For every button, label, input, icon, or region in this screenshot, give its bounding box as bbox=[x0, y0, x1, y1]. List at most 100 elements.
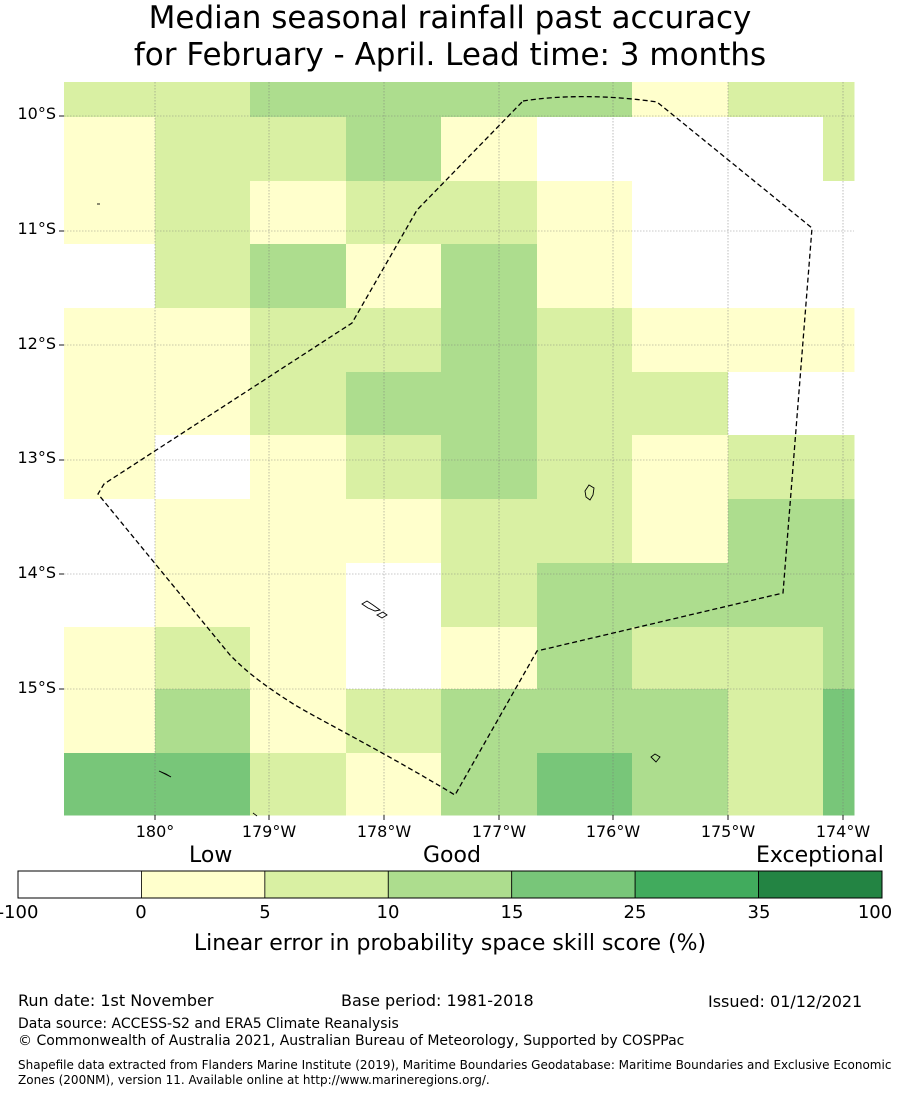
skill-cell bbox=[632, 181, 729, 245]
colorbar-tick-label: 25 bbox=[623, 902, 647, 923]
skill-cell bbox=[728, 181, 824, 245]
run-date: Run date: 1st November bbox=[18, 991, 214, 1010]
skill-cell bbox=[632, 435, 729, 500]
axis-ticks bbox=[59, 115, 844, 820]
skill-cell bbox=[346, 435, 442, 500]
skill-cell bbox=[632, 82, 729, 118]
colorbar-tick-label: 100 bbox=[857, 902, 893, 923]
colorbar bbox=[17, 870, 883, 899]
lat-label: 15°S bbox=[17, 678, 56, 697]
skill-cell bbox=[537, 435, 633, 500]
skill-cell bbox=[441, 435, 538, 500]
skill-cell bbox=[250, 181, 347, 245]
island-outline bbox=[252, 812, 258, 817]
lon-label: 176°W bbox=[585, 822, 641, 841]
skill-cell bbox=[155, 499, 251, 564]
skill-cell bbox=[728, 499, 824, 564]
colorbar-category-exceptional: Exceptional bbox=[756, 843, 884, 868]
skill-cell bbox=[64, 244, 156, 309]
skill-cell bbox=[346, 499, 442, 564]
skill-cell bbox=[64, 308, 156, 373]
lat-label: 12°S bbox=[17, 334, 56, 353]
skill-cell bbox=[728, 372, 824, 436]
skill-cell bbox=[64, 435, 156, 500]
colorbar-segment bbox=[387, 870, 513, 899]
colorbar-segment bbox=[634, 870, 759, 899]
skill-cell bbox=[155, 563, 251, 628]
skill-cell bbox=[823, 181, 855, 245]
colorbar-tick-label: 10 bbox=[376, 902, 400, 923]
colorbar-segment bbox=[141, 870, 266, 899]
skill-cell bbox=[441, 499, 538, 564]
issued-date: Issued: 01/12/2021 bbox=[708, 992, 863, 1011]
skill-cell bbox=[155, 372, 251, 436]
skill-cell bbox=[728, 435, 824, 500]
base-period: Base period: 1981-2018 bbox=[341, 991, 534, 1010]
skill-cell bbox=[346, 753, 442, 816]
skill-cell bbox=[632, 499, 729, 564]
skill-cell bbox=[250, 372, 347, 436]
data-source: Data source: ACCESS-S2 and ERA5 Climate … bbox=[18, 1016, 399, 1032]
lon-label: 175°W bbox=[700, 822, 756, 841]
graticule bbox=[64, 82, 854, 815]
lon-label: 180° bbox=[135, 822, 175, 841]
skill-cell bbox=[250, 435, 347, 500]
skill-cell bbox=[155, 435, 251, 500]
skill-cell bbox=[632, 372, 729, 436]
skill-cell bbox=[155, 753, 251, 816]
colorbar-outline bbox=[17, 870, 883, 899]
map-title-line1: Median seasonal rainfall past accuracy bbox=[148, 0, 752, 36]
skill-cell bbox=[728, 244, 824, 309]
island-outline bbox=[650, 753, 661, 763]
skill-cell bbox=[441, 753, 538, 816]
colorbar-tick-label: 5 bbox=[259, 902, 271, 923]
skill-cell bbox=[441, 181, 538, 245]
skill-cell bbox=[64, 82, 156, 118]
skill-cell bbox=[632, 753, 729, 816]
skill-cell bbox=[64, 563, 156, 628]
colorbar-axis-label: Linear error in probability space skill … bbox=[193, 931, 707, 956]
colorbar-segment bbox=[17, 870, 142, 899]
skill-grid-cells bbox=[64, 82, 855, 816]
skill-cell bbox=[346, 372, 442, 436]
skill-cell bbox=[728, 117, 824, 182]
lon-label: 178°W bbox=[356, 822, 412, 841]
skill-cell bbox=[441, 372, 538, 436]
skill-cell bbox=[346, 181, 442, 245]
skill-cell bbox=[632, 244, 729, 309]
skill-cell bbox=[64, 372, 156, 436]
skill-cell bbox=[250, 753, 347, 816]
eez-boundary bbox=[97, 95, 813, 796]
skill-cell bbox=[64, 181, 156, 245]
skill-cell bbox=[537, 563, 633, 628]
skill-cell bbox=[441, 117, 538, 182]
skill-cell bbox=[728, 627, 824, 690]
skill-cell bbox=[728, 753, 824, 816]
skill-cell bbox=[64, 627, 156, 690]
skill-cell bbox=[155, 627, 251, 690]
skill-cell bbox=[728, 689, 824, 754]
skill-cell bbox=[346, 117, 442, 182]
skill-cell bbox=[250, 82, 347, 118]
lon-label: 174°W bbox=[815, 822, 871, 841]
skill-cell bbox=[250, 563, 347, 628]
skill-cell bbox=[823, 563, 855, 628]
colorbar-category-good: Good bbox=[423, 843, 481, 868]
lat-label: 10°S bbox=[17, 104, 56, 123]
skill-cell bbox=[441, 627, 538, 690]
skill-cell bbox=[155, 117, 251, 182]
skill-cell bbox=[250, 627, 347, 690]
skill-cell bbox=[823, 308, 855, 373]
skill-cell bbox=[441, 689, 538, 754]
skill-cell bbox=[346, 244, 442, 309]
skill-cell bbox=[537, 181, 633, 245]
skill-cell bbox=[632, 308, 729, 373]
map-title-line2: for February - April. Lead time: 3 month… bbox=[133, 37, 767, 73]
skill-cell bbox=[728, 82, 824, 118]
skill-cell bbox=[441, 244, 538, 309]
skill-cell bbox=[537, 117, 633, 182]
lon-label: 177°W bbox=[471, 822, 527, 841]
skill-cell bbox=[537, 372, 633, 436]
colorbar-segment bbox=[758, 870, 883, 899]
